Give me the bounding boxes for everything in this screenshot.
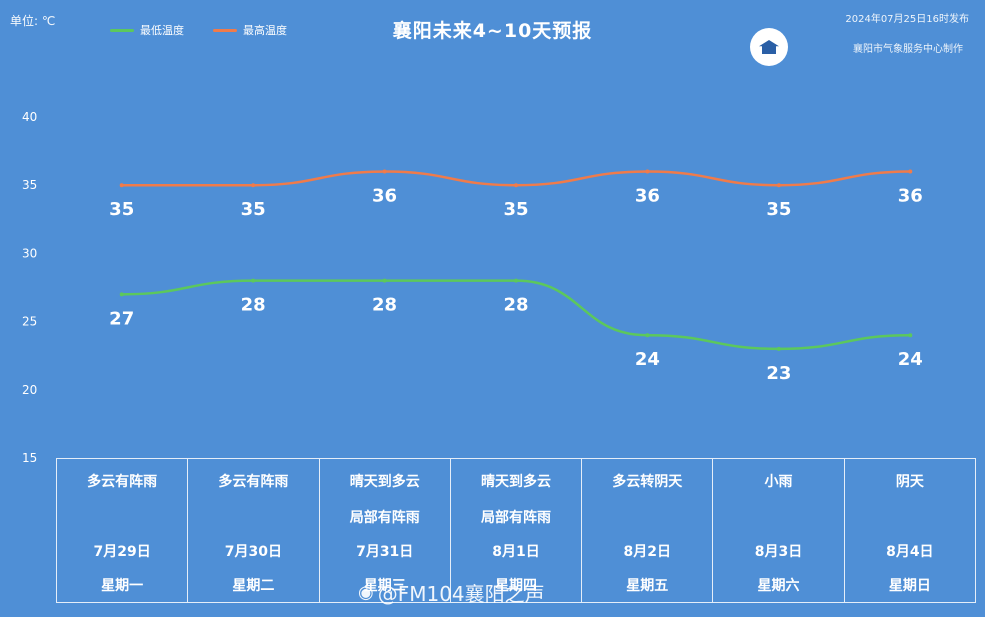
data-label: 36	[372, 186, 397, 207]
data-label: 27	[109, 308, 134, 329]
data-label: 28	[372, 295, 397, 316]
data-point	[908, 333, 913, 338]
data-point	[645, 169, 650, 174]
y-tick-label: 25	[22, 315, 37, 329]
data-label: 28	[503, 295, 528, 316]
watermark: ◉ @FM104襄阳之声	[358, 578, 545, 607]
data-point	[908, 169, 913, 174]
forecast-day-3: 晴天到多云 局部有阵雨 7月31日 星期三	[320, 459, 451, 602]
legend-label-low: 最低温度	[140, 24, 184, 37]
y-tick-label: 35	[22, 178, 37, 192]
forecast-weekday: 星期一	[101, 578, 144, 594]
forecast-date: 8月1日	[492, 544, 540, 560]
data-label: 35	[109, 199, 134, 220]
producer-label: 襄阳市气象服务中心制作	[853, 44, 963, 55]
forecast-table: 多云有阵雨 7月29日 星期一 多云有阵雨 7月30日 星期二 晴天到多云 局部…	[56, 458, 976, 603]
weather-primary: 晴天到多云	[349, 474, 420, 490]
weather-primary: 小雨	[764, 474, 793, 490]
legend-item-low: 最低温度	[110, 22, 184, 38]
forecast-weekday: 星期日	[888, 578, 931, 594]
legend-swatch-high	[213, 28, 237, 32]
data-point	[645, 333, 650, 338]
watermark-text: @FM104襄阳之声	[377, 582, 545, 606]
weibo-icon: ◉	[358, 582, 374, 603]
legend-swatch-low	[110, 28, 134, 32]
data-point	[514, 183, 518, 188]
weather-secondary: 局部有阵雨	[480, 510, 551, 526]
y-tick-label: 20	[22, 383, 37, 397]
forecast-weekday: 星期二	[232, 578, 275, 594]
unit-label: 单位: ℃	[10, 14, 56, 28]
forecast-day-2: 多云有阵雨 7月30日 星期二	[188, 459, 320, 602]
forecast-date: 8月3日	[754, 544, 803, 560]
data-point	[119, 183, 124, 188]
weather-primary: 多云转阴天	[612, 474, 683, 490]
chart-title: 襄阳未来4~10天预报	[392, 20, 593, 42]
data-label: 36	[898, 186, 923, 207]
legend-item-high: 最高温度	[213, 22, 287, 38]
y-tick-label: 15	[22, 451, 37, 465]
data-point	[382, 278, 387, 283]
series-line-high	[121, 170, 911, 187]
data-point	[776, 346, 781, 351]
forecast-weekday: 星期四	[494, 578, 537, 594]
data-label: 35	[503, 199, 528, 220]
legend-label-high: 最高温度	[243, 24, 287, 37]
weather-primary: 多云有阵雨	[218, 474, 289, 490]
data-label: 24	[898, 349, 923, 370]
forecast-day-1: 多云有阵雨 7月29日 星期一	[57, 459, 189, 602]
forecast-date: 7月31日	[356, 544, 414, 560]
weather-primary: 多云有阵雨	[87, 474, 158, 490]
forecast-date: 8月4日	[886, 544, 934, 560]
weather-bureau-logo-icon	[750, 28, 788, 66]
forecast-day-4: 晴天到多云 局部有阵雨 8月1日 星期四	[451, 459, 583, 602]
y-tick-label: 40	[22, 110, 37, 124]
data-point	[119, 292, 124, 297]
data-point	[514, 278, 518, 283]
weather-secondary: 局部有阵雨	[349, 510, 420, 526]
forecast-day-6: 小雨 8月3日 星期六	[713, 459, 845, 602]
data-point	[776, 183, 781, 188]
data-label: 24	[635, 349, 660, 370]
weather-primary: 阴天	[895, 474, 924, 490]
data-point	[251, 183, 256, 188]
weather-primary: 晴天到多云	[480, 474, 551, 490]
data-point	[251, 278, 256, 283]
data-label: 36	[635, 186, 660, 207]
data-label: 35	[241, 199, 266, 220]
forecast-date: 7月29日	[93, 544, 151, 560]
data-label: 23	[766, 363, 791, 384]
data-label: 35	[766, 199, 791, 220]
forecast-day-7: 阴天 8月4日 星期日	[845, 459, 975, 602]
data-label: 28	[241, 295, 266, 316]
forecast-weekday: 星期三	[363, 578, 406, 594]
forecast-weekday: 星期五	[626, 578, 669, 594]
issue-time: 2024年07月25日16时发布	[845, 14, 969, 25]
forecast-date: 7月30日	[224, 544, 283, 560]
forecast-weekday: 星期六	[757, 578, 800, 594]
data-point	[382, 169, 387, 174]
y-tick-label: 30	[22, 246, 37, 260]
forecast-day-5: 多云转阴天 8月2日 星期五	[582, 459, 714, 602]
forecast-date: 8月2日	[623, 544, 671, 560]
